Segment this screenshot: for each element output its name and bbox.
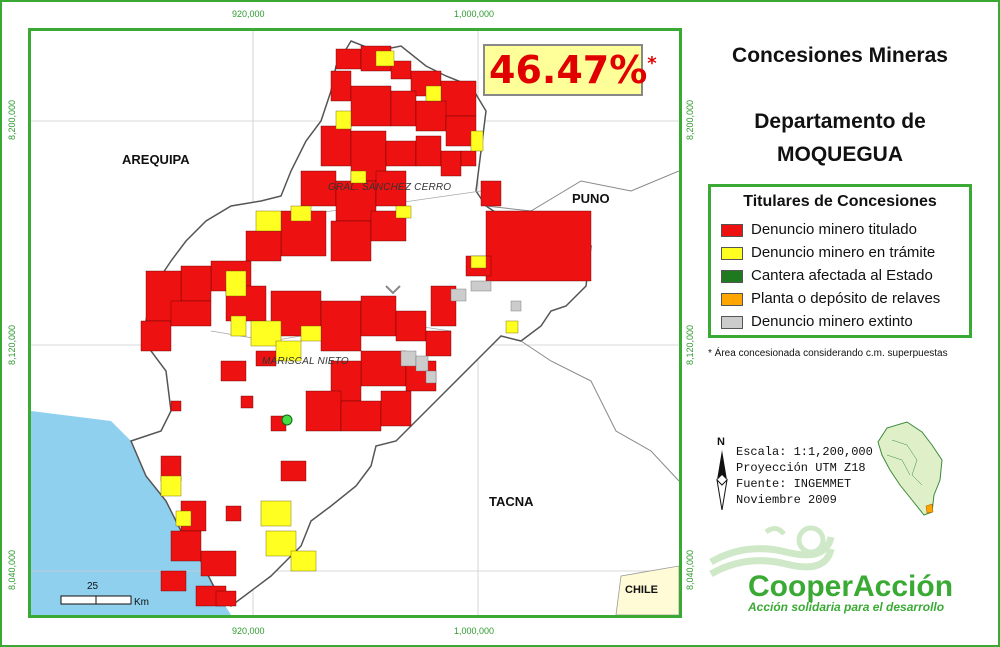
region-label-tacna: TACNA bbox=[489, 494, 534, 509]
legend-swatch-quarry bbox=[721, 270, 743, 283]
legend-label-tailings: Planta o depósito de relaves bbox=[751, 290, 941, 307]
title-line3: MOQUEGUA bbox=[777, 143, 903, 166]
boundary-puno bbox=[485, 170, 679, 212]
site-marker bbox=[281, 414, 293, 426]
scale-value: 25 bbox=[87, 581, 99, 592]
map-area bbox=[28, 28, 682, 618]
peru-inset-map-icon bbox=[877, 421, 943, 516]
map-canvas bbox=[31, 31, 679, 615]
legend-title: Titulares de Concesiones bbox=[743, 193, 937, 210]
brand-tagline: Acción solidaria para el desarrollo bbox=[748, 600, 945, 614]
north-label: N bbox=[717, 436, 725, 448]
info-scale: Escala: 1:1,200,000 bbox=[736, 445, 873, 459]
province-label-mariscal-nieto: MARISCAL NIETO bbox=[262, 356, 349, 367]
coord-x1-bottom: 920,000 bbox=[232, 626, 265, 636]
coord-x1-top: 920,000 bbox=[232, 9, 265, 19]
region-label-chile: CHILE bbox=[625, 584, 658, 596]
legend-swatch-tailings bbox=[721, 293, 743, 306]
legend-label-quarry: Cantera afectada al Estado bbox=[751, 267, 933, 284]
coord-x2-top: 1,000,000 bbox=[454, 9, 495, 19]
percentage-mark: * bbox=[647, 53, 657, 74]
legend: Titulares de Concesiones Denuncio minero… bbox=[708, 184, 972, 338]
info-projection: Proyección UTM Z18 bbox=[736, 461, 866, 475]
coord-y3-left: 8,040,000 bbox=[7, 549, 17, 590]
coord-y2-left: 8,120,000 bbox=[7, 324, 17, 365]
percentage-value: 46.47% bbox=[489, 48, 648, 92]
info-source: Fuente: INGEMMET bbox=[736, 477, 852, 491]
percentage-box: 46.47%* bbox=[483, 44, 657, 96]
coord-y2-right: 8,120,000 bbox=[685, 324, 695, 365]
title-line1: Concesiones Mineras bbox=[732, 44, 948, 67]
ocean bbox=[31, 411, 231, 615]
scale-bar bbox=[60, 595, 132, 605]
legend-label-titled: Denuncio minero titulado bbox=[751, 221, 917, 238]
legend-swatch-titled bbox=[721, 224, 743, 237]
brand-name: CooperAcción bbox=[748, 570, 954, 603]
chevron-marker bbox=[385, 285, 401, 295]
concessions-extinct bbox=[400, 280, 522, 384]
info-date: Noviembre 2009 bbox=[736, 493, 837, 507]
footnote: * Área concesionada considerando c.m. su… bbox=[708, 348, 948, 359]
cooperaccion-logo-icon bbox=[709, 525, 835, 578]
title-line2: Departamento de bbox=[754, 110, 926, 133]
legend-swatch-pending bbox=[721, 247, 743, 260]
legend-swatch-extinct bbox=[721, 316, 743, 329]
region-label-arequipa: AREQUIPA bbox=[122, 152, 190, 167]
north-arrow-icon bbox=[716, 450, 728, 510]
boundary-tacna bbox=[520, 340, 679, 482]
coord-y3-right: 8,040,000 bbox=[685, 549, 695, 590]
province-label-sanchez-cerro: GRAL. SANCHEZ CERRO bbox=[328, 182, 452, 193]
concessions-titled bbox=[140, 45, 592, 607]
chile-area bbox=[615, 565, 679, 615]
concessions-pending bbox=[160, 50, 519, 572]
region-label-puno: PUNO bbox=[572, 191, 610, 206]
legend-label-extinct: Denuncio minero extinto bbox=[751, 313, 913, 330]
scale-unit: Km bbox=[134, 597, 149, 608]
coord-x2-bottom: 1,000,000 bbox=[454, 626, 495, 636]
legend-label-pending: Denuncio minero en trámite bbox=[751, 244, 936, 261]
coord-y1-left: 8,200,000 bbox=[7, 99, 17, 140]
